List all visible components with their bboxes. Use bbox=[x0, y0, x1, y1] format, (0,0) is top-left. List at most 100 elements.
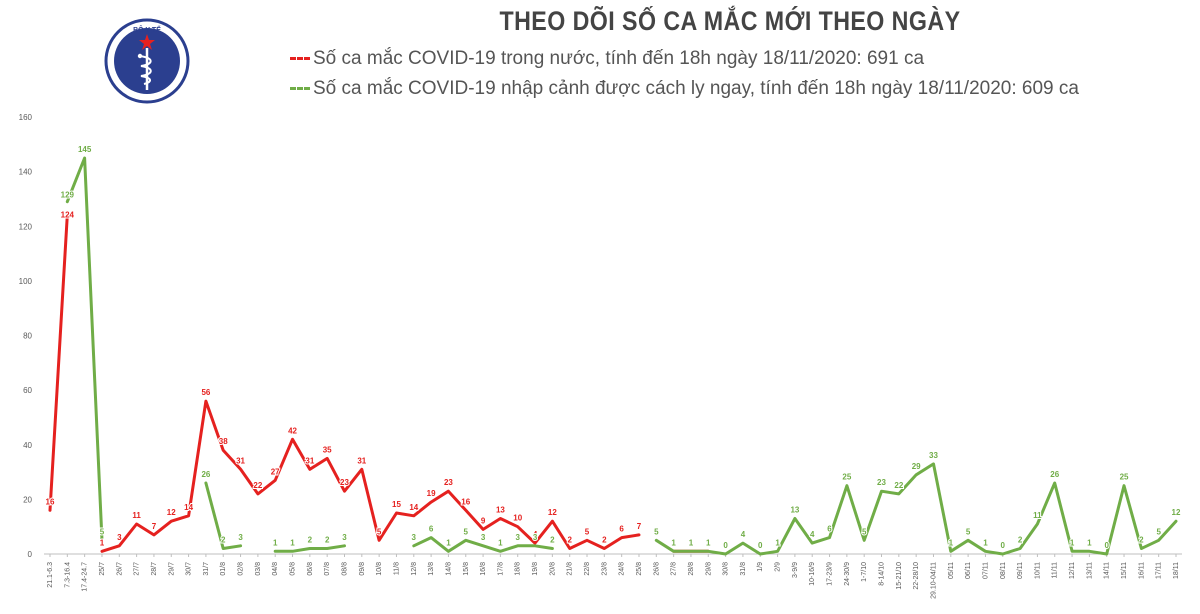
data-label-imported: 2 bbox=[1018, 536, 1023, 545]
data-label-domestic: 6 bbox=[619, 525, 624, 534]
data-label-imported: 0 bbox=[1001, 541, 1006, 550]
data-label-imported: 2 bbox=[550, 536, 555, 545]
data-label-imported: 4 bbox=[741, 530, 746, 539]
x-tick-label: 08/8 bbox=[341, 562, 348, 576]
series-line-domestic bbox=[48, 213, 710, 553]
x-tick-label: 31/8 bbox=[740, 562, 747, 576]
x-tick-label: 18/11 bbox=[1173, 562, 1180, 579]
data-label-domestic: 16 bbox=[461, 497, 470, 506]
x-tick-label: 13/8 bbox=[428, 562, 435, 576]
data-label-domestic: 11 bbox=[132, 511, 141, 520]
data-label-domestic: 12 bbox=[548, 508, 557, 517]
data-label-imported: 5 bbox=[654, 527, 659, 536]
data-label-imported: 2 bbox=[308, 536, 313, 545]
x-tick-label: 17-23/9 bbox=[827, 562, 834, 586]
x-tick-label: 07/11 bbox=[982, 562, 989, 579]
data-label-domestic: 1 bbox=[100, 538, 105, 547]
data-label-imported: 5 bbox=[464, 527, 469, 536]
x-tick-label: 10/11 bbox=[1034, 562, 1041, 579]
x-tick-label: 24-30/9 bbox=[844, 562, 851, 586]
x-tick-label: 06/8 bbox=[307, 562, 314, 576]
x-tick-label: 22/8 bbox=[584, 562, 591, 576]
data-label-domestic: 38 bbox=[219, 437, 228, 446]
data-label-imported: 0 bbox=[723, 541, 728, 550]
legend-domestic-swatch bbox=[290, 57, 310, 61]
x-tick-label: 05/8 bbox=[290, 562, 297, 576]
legend-domestic-label: Số ca mắc COVID-19 trong nước, tính đến … bbox=[313, 48, 925, 69]
y-tick-label: 140 bbox=[19, 168, 33, 177]
data-label-imported: 25 bbox=[1120, 473, 1129, 482]
x-tick-label: 21/8 bbox=[567, 562, 574, 576]
data-label-imported: 1 bbox=[446, 538, 451, 547]
data-label-imported: 5 bbox=[1156, 527, 1161, 536]
x-tick-label: 30/8 bbox=[723, 562, 730, 576]
data-label-imported: 26 bbox=[201, 470, 210, 479]
series-line-imported bbox=[65, 156, 1178, 556]
x-tick-label: 21.1-6.3 bbox=[47, 562, 54, 588]
data-label-imported: 5 bbox=[100, 527, 105, 536]
data-label-imported: 29 bbox=[912, 462, 921, 471]
data-label-domestic: 10 bbox=[513, 514, 522, 523]
data-label-domestic: 31 bbox=[305, 456, 314, 465]
y-tick-label: 80 bbox=[23, 332, 32, 341]
data-label-imported: 1 bbox=[1087, 538, 1092, 547]
data-label-imported: 2 bbox=[1139, 536, 1144, 545]
logo-text: BỘ Y TẾ bbox=[133, 24, 161, 34]
x-tick-label: 25/8 bbox=[636, 562, 643, 576]
x-tick-label: 09/11 bbox=[1017, 562, 1024, 579]
legend-imported: Số ca mắc COVID-19 nhập cảnh được cách l… bbox=[290, 78, 1079, 100]
x-tick-label: 15/11 bbox=[1121, 562, 1128, 579]
legend-imported-swatch bbox=[290, 87, 310, 91]
data-label-domestic: 14 bbox=[184, 503, 193, 512]
data-label-domestic: 16 bbox=[46, 497, 55, 506]
x-tick-label: 07/8 bbox=[324, 562, 331, 576]
data-label-domestic: 22 bbox=[253, 481, 262, 490]
y-tick-label: 60 bbox=[23, 386, 32, 395]
x-tick-label: 8-14/10 bbox=[879, 562, 886, 586]
x-tick-label: 03/8 bbox=[255, 562, 262, 576]
data-label-imported: 23 bbox=[877, 478, 886, 487]
x-tick-label: 11/8 bbox=[393, 562, 400, 575]
x-tick-label: 15-21/10 bbox=[896, 562, 903, 590]
data-label-imported: 1 bbox=[290, 538, 295, 547]
data-label-imported: 26 bbox=[1050, 470, 1059, 479]
x-tick-label: 16/8 bbox=[480, 562, 487, 576]
data-label-domestic: 42 bbox=[288, 426, 297, 435]
x-tick-label: 3-9/9 bbox=[792, 562, 799, 578]
data-label-imported: 3 bbox=[342, 533, 347, 542]
x-tick-label: 05/11 bbox=[948, 562, 955, 579]
data-label-imported: 2 bbox=[325, 536, 330, 545]
data-label-imported: 1 bbox=[706, 538, 711, 547]
x-tick-label: 18/8 bbox=[515, 562, 522, 576]
y-tick-label: 120 bbox=[19, 222, 33, 231]
data-label-domestic: 7 bbox=[637, 522, 642, 531]
x-tick-label: 29.10-04/11 bbox=[930, 562, 937, 599]
data-label-imported: 13 bbox=[790, 505, 799, 514]
x-tick-label: 1/9 bbox=[757, 562, 764, 572]
x-tick-label: 26/7 bbox=[116, 562, 123, 576]
x-tick-label: 24/8 bbox=[619, 562, 626, 576]
data-label-domestic: 124 bbox=[61, 210, 75, 219]
data-label-domestic: 27 bbox=[271, 467, 280, 476]
data-label-imported: 1 bbox=[983, 538, 988, 547]
x-tick-label: 16/11 bbox=[1138, 562, 1145, 579]
x-tick-label: 7.3-16.4 bbox=[64, 562, 71, 588]
x-tick-label: 08/11 bbox=[1000, 562, 1007, 579]
data-label-imported: 3 bbox=[412, 533, 417, 542]
data-label-imported: 1 bbox=[671, 538, 676, 547]
data-label-domestic: 56 bbox=[201, 388, 210, 397]
data-label-imported: 0 bbox=[758, 541, 763, 550]
x-tick-label: 09/8 bbox=[359, 562, 366, 576]
ministry-of-health-logo: BỘ Y TẾ bbox=[104, 18, 190, 104]
data-label-domestic: 9 bbox=[481, 516, 486, 525]
x-tick-label: 23/8 bbox=[601, 562, 608, 576]
data-label-domestic: 12 bbox=[167, 508, 176, 517]
x-tick-label: 17.4-24.7 bbox=[82, 562, 89, 592]
data-label-imported: 1 bbox=[775, 538, 780, 547]
data-label-domestic: 4 bbox=[533, 530, 538, 539]
data-label-domestic: 1 bbox=[671, 538, 676, 547]
data-label-domestic: 35 bbox=[323, 445, 332, 454]
data-label-domestic: 31 bbox=[357, 456, 366, 465]
legend-domestic: Số ca mắc COVID-19 trong nước, tính đến … bbox=[290, 48, 924, 70]
